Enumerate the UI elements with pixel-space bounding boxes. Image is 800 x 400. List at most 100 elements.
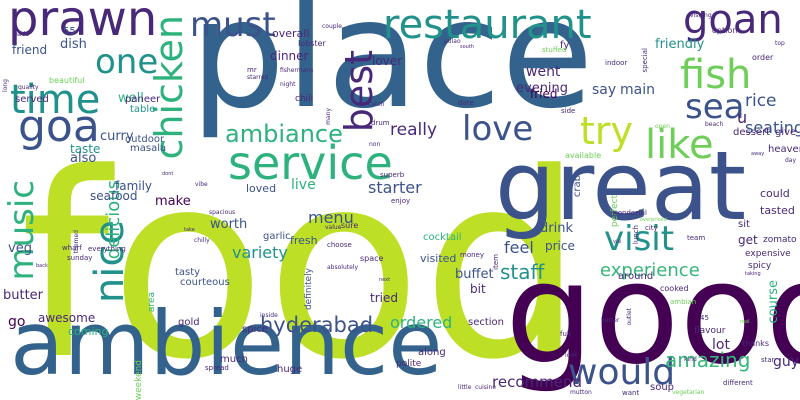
word-go: go — [8, 314, 26, 330]
word-real: real — [740, 319, 750, 325]
word-enjoy: enjoy — [391, 197, 411, 205]
word-night: night — [280, 81, 296, 88]
word-lover: lover — [372, 54, 403, 68]
word-lunch: lunch — [632, 225, 640, 245]
word-zomato: zomato — [763, 235, 797, 245]
word-drink: drink — [540, 221, 573, 236]
word-expensive: expensive — [745, 249, 791, 259]
word-give: give — [775, 127, 797, 138]
word-next: next — [379, 277, 391, 283]
word-soup: soup — [650, 382, 675, 393]
word-feel: feel — [504, 238, 534, 257]
word-vibe: vibe — [195, 181, 208, 188]
word-bit: bit — [470, 282, 486, 296]
word-time: time — [10, 77, 101, 123]
word-little: little — [458, 384, 472, 391]
word-definitely: definitely — [304, 268, 314, 311]
word-option: option — [712, 26, 738, 35]
word-make: make — [155, 194, 191, 209]
word-loved: loved — [246, 182, 277, 195]
word-special: special — [641, 48, 649, 73]
word-prawn: prawn — [8, 0, 158, 47]
word-like: like — [645, 122, 714, 168]
word-outlet: outlet — [626, 308, 633, 326]
word-music: music — [2, 180, 42, 281]
word-sit: sit — [738, 219, 750, 230]
word-courteous: courteous — [180, 277, 230, 288]
word-many: many — [325, 108, 332, 125]
word-choose: choose — [327, 241, 352, 249]
word-wharf: wharf — [62, 244, 82, 252]
word-day: day — [785, 157, 797, 164]
word-awesome: awesome — [38, 311, 96, 325]
word-order: order — [752, 53, 774, 62]
word-mutton: mutton — [570, 389, 592, 396]
word-cuisine: cuisine — [475, 384, 497, 391]
word-indoor: indoor — [605, 59, 628, 67]
word-item: item — [492, 254, 500, 270]
word-cooked: cooked — [660, 284, 689, 293]
word-get: get — [738, 233, 758, 247]
word-beautiful: beautiful — [49, 76, 85, 85]
word-back: back — [36, 263, 48, 269]
word-butter: butter — [3, 288, 44, 303]
word-spread: spread — [205, 364, 229, 372]
word-love: love — [462, 109, 534, 149]
word-beach: beach — [705, 121, 724, 128]
word-tasted: tasted — [760, 204, 795, 217]
word-ambience: ambience — [10, 292, 443, 395]
word-huge: huge — [277, 364, 303, 375]
word-menu: menu — [308, 208, 354, 227]
word-different: different — [723, 379, 753, 387]
word-seating: seating — [745, 118, 800, 137]
word-main: main — [620, 82, 655, 98]
word-dinner: dinner — [270, 49, 309, 63]
word-made: made — [12, 31, 30, 38]
word-lobster: lobster — [298, 39, 326, 48]
word-55: 55 — [63, 26, 76, 37]
word-fish: fish — [680, 52, 752, 98]
word-experience: experience — [600, 260, 700, 281]
word-chilly: chilly — [194, 237, 210, 244]
word-heaven: heaven — [768, 144, 800, 155]
word-absolutely: absolutely — [327, 264, 359, 271]
word-tried: tried — [370, 291, 398, 305]
word-variety: variety — [232, 243, 288, 262]
word-drum: drum — [371, 119, 390, 127]
word-seafood: seafood — [90, 189, 138, 203]
word-vegetarian: vegetarian — [672, 389, 705, 396]
word-garlic: garlic — [263, 231, 291, 242]
word-pulao: pulao — [444, 38, 461, 45]
word-price: price — [545, 239, 575, 253]
word-polite: polite — [396, 359, 422, 369]
word-south: south — [460, 44, 474, 50]
word-goa: goa — [18, 101, 100, 152]
word-away: away — [751, 151, 765, 157]
word-try: try — [580, 109, 634, 153]
word-top: top — [775, 40, 785, 47]
word-take: take — [184, 227, 195, 233]
word-spicy: spicy — [748, 261, 772, 271]
word-say: say — [592, 82, 617, 98]
word-tasty: tasty — [175, 267, 201, 278]
word-guy: guy — [773, 354, 800, 370]
word-around: around — [618, 271, 654, 282]
word-full: full — [560, 330, 571, 338]
word-ambiance: ambiance — [225, 120, 343, 148]
word-goan: goan — [683, 0, 783, 43]
word-taking: taking — [745, 271, 761, 277]
word-amazing: amazing — [665, 348, 751, 372]
word-available: available — [565, 151, 602, 160]
word-fried: fried — [530, 87, 558, 101]
word-visiting: visiting — [690, 12, 712, 19]
word-overall: overall — [272, 27, 310, 40]
word-couple: couple — [322, 23, 342, 30]
word-spacious: spacious — [209, 209, 236, 216]
word-star: star — [761, 356, 775, 364]
word-starter: starter — [368, 178, 422, 197]
word-team: team — [687, 234, 706, 242]
word-worth: worth — [210, 217, 248, 232]
word-curry: curry — [100, 129, 134, 144]
word-overpriced: overpriced — [640, 217, 667, 223]
